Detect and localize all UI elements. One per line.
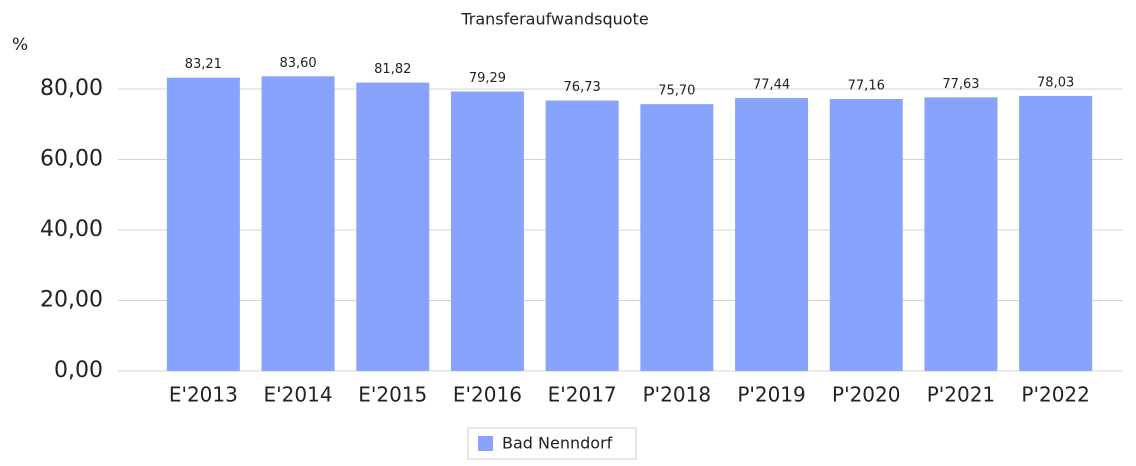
value-label: 79,29 xyxy=(469,71,506,86)
legend xyxy=(467,427,637,460)
y-tick-label: 60,00 xyxy=(40,147,103,172)
value-label: 78,03 xyxy=(1037,75,1074,90)
bar xyxy=(356,82,430,371)
value-label: 83,60 xyxy=(279,56,316,71)
y-tick-label: 80,00 xyxy=(40,76,103,101)
y-tick-label: 0,00 xyxy=(54,358,103,383)
x-tick-label: P'2021 xyxy=(927,383,995,407)
x-tick-label: E'2015 xyxy=(358,383,427,407)
x-tick-label: P'2020 xyxy=(832,383,900,407)
bar xyxy=(829,99,903,372)
y-tick-label: 20,00 xyxy=(40,288,103,313)
x-tick-label: E'2017 xyxy=(548,383,617,407)
bar xyxy=(1019,95,1093,372)
legend-swatch xyxy=(478,436,493,451)
bar xyxy=(261,76,335,371)
value-label: 83,21 xyxy=(185,57,222,72)
bar xyxy=(640,104,714,371)
bar xyxy=(924,97,998,371)
x-tick-label: P'2022 xyxy=(1021,383,1089,407)
y-tick-label: 40,00 xyxy=(40,217,103,242)
value-label: 81,82 xyxy=(374,62,411,77)
x-tick-label: E'2014 xyxy=(264,383,333,407)
bar xyxy=(166,77,240,371)
x-tick-label: E'2013 xyxy=(169,383,238,407)
value-label: 75,70 xyxy=(658,84,695,99)
value-label: 77,63 xyxy=(942,77,979,92)
bar xyxy=(735,98,809,372)
y-axis-label: % xyxy=(12,35,28,55)
bar xyxy=(545,100,619,372)
chart-title: Transferaufwandsquote xyxy=(460,10,648,29)
value-label: 77,44 xyxy=(753,78,790,93)
legend-label: Bad Nenndorf xyxy=(502,434,613,453)
x-tick-label: P'2019 xyxy=(737,383,805,407)
value-label: 76,73 xyxy=(564,80,601,95)
value-label: 77,16 xyxy=(848,79,885,94)
x-tick-label: P'2018 xyxy=(643,383,711,407)
bar xyxy=(450,91,524,371)
x-tick-label: E'2016 xyxy=(453,383,522,407)
